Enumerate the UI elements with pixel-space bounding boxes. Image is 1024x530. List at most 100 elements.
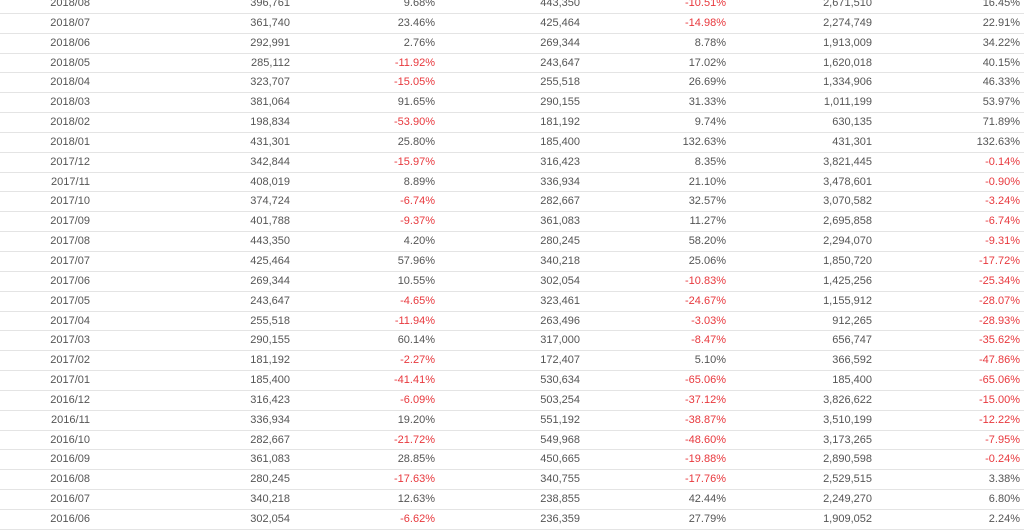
change-a-cell: 23.46% xyxy=(397,16,435,29)
value-a-cell: 181,192 xyxy=(250,354,290,367)
change-a-cell: -53.90% xyxy=(394,116,435,129)
change-a-cell: -15.97% xyxy=(394,155,435,168)
month-cell: 2016/10 xyxy=(50,433,90,446)
change-a-cell: 2.76% xyxy=(403,36,435,49)
cumulative-cell: 3,510,199 xyxy=(823,413,872,426)
table-row: 2016/08 280,245 -17.63% 340,755 -17.76% 2,529… xyxy=(0,470,1024,491)
cumulative-cell: 630,135 xyxy=(832,116,872,129)
change-a-cell: -6.62% xyxy=(400,512,435,525)
change-b-cell: 25.06% xyxy=(688,254,726,267)
change-a-cell: -6.09% xyxy=(400,393,435,406)
cumulative-cell: 366,592 xyxy=(832,354,872,367)
value-b-cell: 263,496 xyxy=(540,314,580,327)
value-b-cell: 172,407 xyxy=(540,354,580,367)
change-a-cell: -4.65% xyxy=(400,294,435,307)
value-b-cell: 336,934 xyxy=(540,175,580,188)
table-row: 2016/07 340,218 12.63% 238,855 42.44% 2,249,2… xyxy=(0,490,1024,510)
month-cell: 2017/07 xyxy=(50,254,90,267)
cumulative-change-cell: 71.89% xyxy=(982,116,1020,129)
cumulative-change-cell: -65.06% xyxy=(979,374,1020,387)
change-a-cell: -9.37% xyxy=(400,215,435,228)
change-b-cell: 42.44% xyxy=(688,493,726,506)
cumulative-cell: 2,529,515 xyxy=(823,473,872,486)
table-row: 2017/12 342,844 -15.97% 316,423 8.35% 3,821,4… xyxy=(0,153,1024,173)
value-b-cell: 340,218 xyxy=(540,254,580,267)
month-cell: 2018/05 xyxy=(50,56,90,69)
month-cell: 2017/06 xyxy=(50,274,90,287)
value-a-cell: 292,991 xyxy=(250,36,290,49)
cumulative-change-cell: 53.97% xyxy=(982,96,1020,109)
cumulative-cell: 2,274,749 xyxy=(823,16,872,29)
change-a-cell: 57.96% xyxy=(397,254,435,267)
value-a-cell: 431,301 xyxy=(250,135,290,148)
change-b-cell: 17.02% xyxy=(688,56,726,69)
value-a-cell: 290,155 xyxy=(250,334,290,347)
cumulative-cell: 1,334,906 xyxy=(823,76,872,89)
cumulative-change-cell: -17.72% xyxy=(979,254,1020,267)
change-b-cell: -24.67% xyxy=(685,294,726,307)
cumulative-change-cell: -12.22% xyxy=(979,413,1020,426)
table-row: 2016/12 316,423 -6.09% 503,254 -37.12% 3,826,… xyxy=(0,391,1024,411)
value-a-cell: 323,707 xyxy=(250,76,290,89)
value-a-cell: 269,344 xyxy=(250,274,290,287)
table-row: 2018/04 323,707 -15.05% 255,518 26.69% 1,334,… xyxy=(0,73,1024,94)
cumulative-cell: 1,850,720 xyxy=(823,254,872,267)
month-cell: 2017/09 xyxy=(50,215,90,228)
month-cell: 2016/12 xyxy=(50,393,90,406)
cumulative-cell: 431,301 xyxy=(832,135,872,148)
change-b-cell: -8.47% xyxy=(691,334,726,347)
value-b-cell: 280,245 xyxy=(540,235,580,248)
value-b-cell: 181,192 xyxy=(540,116,580,129)
table-row: 2018/08 396,761 9.68% 443,350 -10.51% 2,671,5… xyxy=(0,0,1024,14)
value-a-cell: 396,761 xyxy=(250,0,290,9)
month-cell: 2017/12 xyxy=(50,155,90,168)
change-a-cell: 4.20% xyxy=(403,235,435,248)
value-a-cell: 361,740 xyxy=(250,16,290,29)
change-b-cell: 32.57% xyxy=(688,195,726,208)
value-a-cell: 255,518 xyxy=(250,314,290,327)
value-a-cell: 198,834 xyxy=(250,116,290,129)
cumulative-cell: 3,173,265 xyxy=(823,433,872,446)
cumulative-cell: 2,249,270 xyxy=(823,493,872,506)
cumulative-cell: 1,425,256 xyxy=(823,274,872,287)
table-row: 2017/10 374,724 -6.74% 282,667 32.57% 3,070,5… xyxy=(0,192,1024,213)
change-a-cell: 19.20% xyxy=(397,413,435,426)
change-a-cell: -2.27% xyxy=(400,354,435,367)
value-a-cell: 336,934 xyxy=(250,413,290,426)
value-b-cell: 238,855 xyxy=(540,493,580,506)
cumulative-change-cell: -15.00% xyxy=(979,393,1020,406)
table-row: 2018/06 292,991 2.76% 269,344 8.78% 1,913,009… xyxy=(0,34,1024,54)
month-cell: 2017/11 xyxy=(51,175,90,188)
change-b-cell: 11.27% xyxy=(689,215,727,228)
value-a-cell: 408,019 xyxy=(250,175,290,188)
value-a-cell: 443,350 xyxy=(250,235,290,248)
cumulative-change-cell: 6.80% xyxy=(988,493,1020,506)
value-a-cell: 374,724 xyxy=(250,195,290,208)
value-b-cell: 361,083 xyxy=(540,215,580,228)
month-cell: 2017/02 xyxy=(50,354,90,367)
table-row: 2017/08 443,350 4.20% 280,245 58.20% 2,294,07… xyxy=(0,232,1024,252)
change-b-cell: -10.83% xyxy=(685,274,726,287)
table-row: 2017/01 185,400 -41.41% 530,634 -65.06% 185,4… xyxy=(0,371,1024,391)
change-b-cell: 8.78% xyxy=(694,36,726,49)
cumulative-change-cell: -7.95% xyxy=(985,433,1020,446)
cumulative-change-cell: -25.34% xyxy=(979,274,1020,287)
change-a-cell: -21.72% xyxy=(394,433,435,446)
cumulative-change-cell: -0.24% xyxy=(985,453,1020,466)
value-b-cell: 323,461 xyxy=(540,294,580,307)
month-cell: 2016/09 xyxy=(50,453,90,466)
cumulative-cell: 2,890,598 xyxy=(823,453,872,466)
month-cell: 2017/01 xyxy=(50,374,90,387)
value-b-cell: 530,634 xyxy=(540,374,580,387)
change-a-cell: -17.63% xyxy=(394,473,435,486)
value-a-cell: 316,423 xyxy=(250,393,290,406)
change-b-cell: 26.69% xyxy=(688,76,726,89)
cumulative-change-cell: -28.07% xyxy=(979,294,1020,307)
cumulative-change-cell: -28.93% xyxy=(979,314,1020,327)
month-cell: 2016/07 xyxy=(50,493,90,506)
month-cell: 2016/08 xyxy=(50,473,90,486)
cumulative-change-cell: -0.14% xyxy=(985,155,1020,168)
cumulative-cell: 1,011,199 xyxy=(823,96,872,109)
month-cell: 2018/01 xyxy=(50,135,90,148)
cumulative-change-cell: 132.63% xyxy=(976,135,1020,148)
